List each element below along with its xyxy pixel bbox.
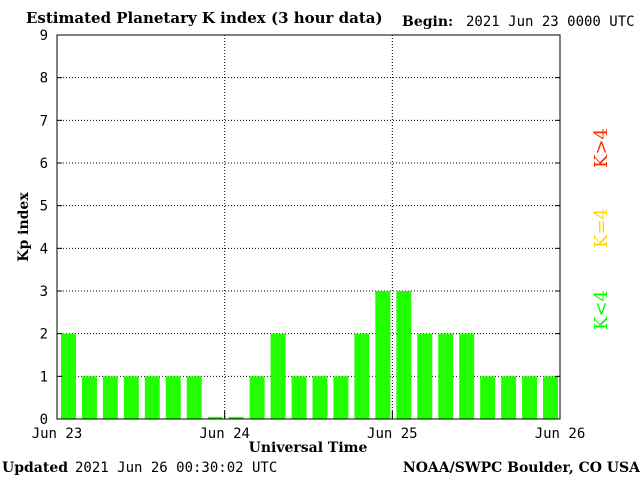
y-axis-label: Kp index: [16, 192, 32, 262]
y-tick-label: 8: [40, 71, 48, 87]
y-tick-label: 9: [40, 28, 48, 44]
begin-label: Begin:: [402, 14, 454, 30]
kp-bar: [333, 376, 349, 419]
kp-bar: [375, 291, 391, 419]
plot-frame: [56, 34, 561, 420]
kp-bar: [81, 376, 97, 419]
kp-bar: [396, 291, 412, 419]
y-tick-label: 3: [40, 284, 48, 300]
chart-title: Estimated Planetary K index (3 hour data…: [26, 9, 383, 27]
kp-bar: [543, 376, 558, 419]
credit-text: NOAA/SWPC Boulder, CO USA: [402, 460, 640, 476]
legend-entry: K<4: [591, 290, 612, 330]
legend-entry: K=4: [591, 208, 612, 248]
kp-bar: [228, 416, 244, 419]
kp-bar: [459, 333, 475, 419]
y-tick-label: 4: [40, 241, 48, 257]
updated-label: Updated: [2, 460, 69, 476]
kp-bar: [123, 376, 139, 419]
kp-bar: [186, 376, 202, 419]
x-axis-label: Universal Time: [249, 440, 368, 456]
kp-bar: [480, 376, 496, 419]
y-tick-label: 2: [40, 327, 48, 343]
y-tick-label: 6: [40, 156, 48, 172]
x-axis-ticks: Jun 23 Jun 24 Jun 25 Jun 26: [32, 411, 586, 442]
x-tick-label: Jun 26: [535, 426, 586, 442]
kp-bar: [291, 376, 307, 419]
y-tick-label: 0: [40, 412, 48, 428]
legend-entry: K>4: [591, 128, 612, 168]
y-tick-label: 1: [40, 369, 48, 385]
x-tick-label: Jun 24: [199, 426, 250, 442]
updated-value: 2021 Jun 26 00:30:02 UTC: [75, 460, 278, 476]
x-tick-label: Jun 25: [367, 426, 418, 442]
kp-bar: [312, 376, 328, 419]
kp-bar: [144, 376, 160, 419]
y-tick-label: 5: [40, 199, 48, 215]
kp-bar: [102, 376, 118, 419]
legend: K<4 K=4 K>4: [591, 128, 612, 330]
kp-bar: [61, 333, 76, 419]
kp-bar: [354, 333, 370, 419]
grid-lines: [57, 35, 560, 419]
x-tick-label: Jun 23: [32, 426, 83, 442]
bars: [61, 291, 558, 419]
kp-bar: [522, 376, 538, 419]
kp-bar: [270, 333, 286, 419]
kp-bar: [438, 333, 454, 419]
kp-bar: [417, 333, 433, 419]
y-axis-ticks: 0 1 2 3 4 5 6 7 8 9: [40, 28, 560, 428]
begin-value: 2021 Jun 23 0000 UTC: [466, 14, 635, 30]
kp-bar: [249, 376, 265, 419]
kp-bar: [165, 376, 181, 419]
kp-bar: [207, 416, 223, 419]
kp-bar: [501, 376, 517, 419]
y-tick-label: 7: [40, 113, 48, 129]
